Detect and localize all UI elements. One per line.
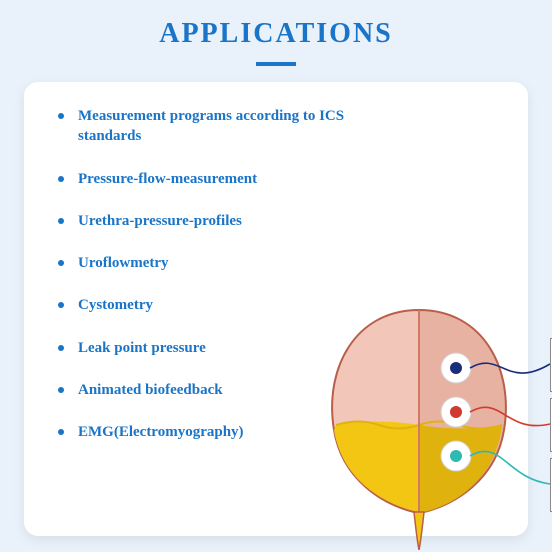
- list-item: Pressure-flow-measurement: [58, 169, 388, 189]
- bladder-illustration: [314, 290, 552, 550]
- applications-card: Measurement programs according to ICS st…: [24, 82, 528, 536]
- list-item: Measurement programs according to ICS st…: [58, 106, 388, 147]
- title-underline: [256, 62, 296, 66]
- bladder-diagram: [314, 290, 552, 550]
- list-item: Uroflowmetry: [58, 253, 388, 273]
- page-title: APPLICATIONS: [0, 18, 552, 50]
- list-item: Urethra-pressure-profiles: [58, 211, 388, 231]
